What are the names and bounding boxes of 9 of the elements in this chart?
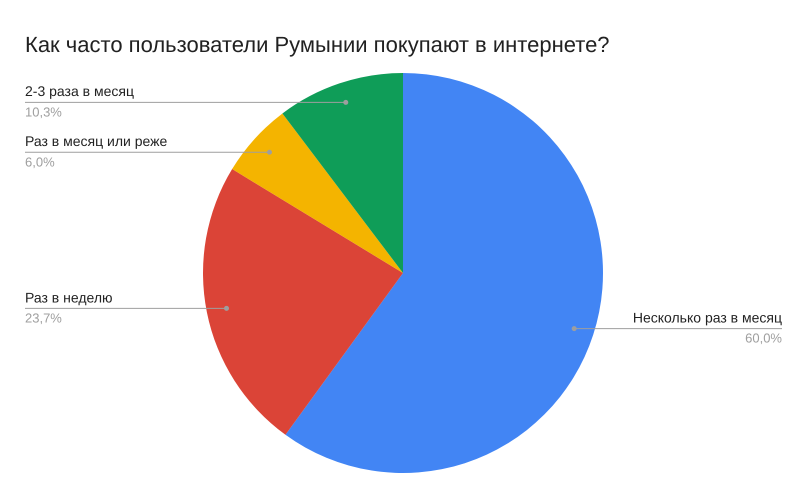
chart-title: Как часто пользователи Румынии покупают в интернете?	[25, 32, 610, 57]
slice-label: 2-3 раза в месяц	[25, 83, 134, 100]
data-label: 10,3%	[25, 104, 62, 120]
data-label: 60,0%	[745, 330, 782, 346]
data-label: 23,7%	[25, 310, 62, 326]
slice-label: Раз в месяц или реже	[25, 133, 168, 150]
data-label: 6,0%	[25, 154, 56, 170]
slice-label: Несколько раз в месяц	[632, 309, 782, 326]
slice-label: Раз в неделю	[25, 289, 113, 306]
